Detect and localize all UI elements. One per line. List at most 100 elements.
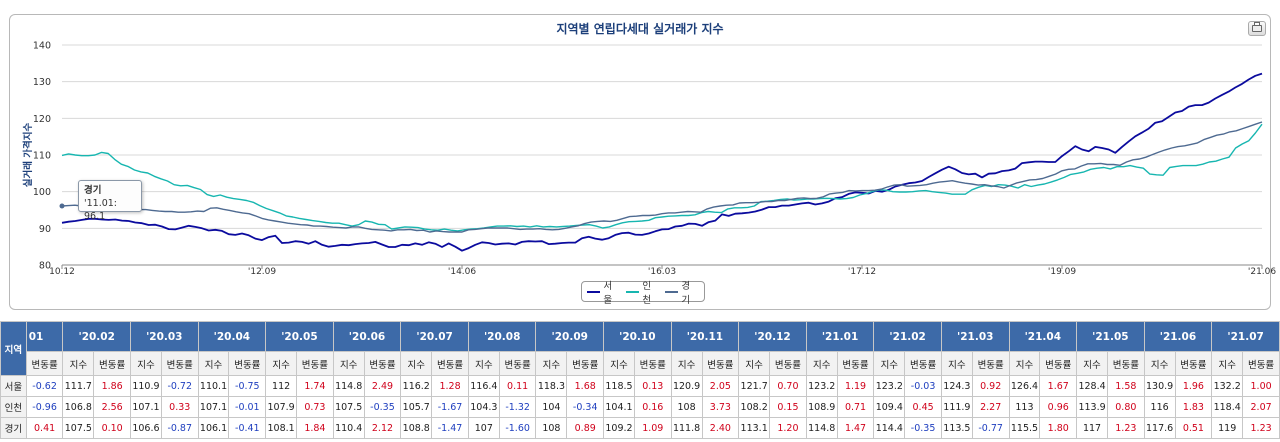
x-tick-label: '17.12: [848, 267, 876, 277]
change-cell: -0.87: [160, 417, 199, 439]
index-cell: 104.3: [467, 396, 500, 418]
index-cell: 118.5: [603, 375, 635, 397]
change-header: 변동률: [25, 351, 64, 376]
index-cell: 116.2: [400, 375, 433, 397]
index-cell: 120.9: [670, 375, 703, 397]
tooltip-text: '11.01: 96.1: [84, 198, 118, 222]
change-header: 변동률: [701, 351, 740, 376]
change-cell: 1.68: [566, 375, 605, 397]
chart-tooltip: 경기 '11.01: 96.1: [78, 180, 142, 222]
change-cell: -0.41: [228, 417, 267, 439]
month-header: '20.03: [130, 321, 199, 352]
change-cell: 1.28: [431, 375, 469, 397]
index-cell: 108.9: [805, 396, 838, 418]
series-line-2: [61, 123, 1263, 232]
x-tick-label: '12.09: [248, 267, 277, 277]
index-cell: 107: [467, 417, 500, 439]
tooltip-marker: [59, 203, 65, 209]
index-cell: 107.5: [62, 417, 95, 439]
change-cell: 2.12: [363, 417, 402, 439]
change-cell: 0.80: [1107, 396, 1145, 418]
change-header: 변동률: [228, 351, 267, 376]
index-cell: 104.1: [603, 396, 635, 418]
change-cell: -0.96: [25, 396, 64, 418]
month-header: '20.10: [603, 321, 672, 352]
legend-swatch: [665, 290, 679, 293]
month-header: '21.04: [1008, 321, 1078, 352]
change-header: 변동률: [363, 351, 402, 376]
month-header: '21.06: [1143, 321, 1213, 352]
change-cell: 1.47: [836, 417, 875, 439]
change-cell: 0.45: [904, 396, 942, 418]
change-cell: -1.60: [498, 417, 537, 439]
change-cell: -0.35: [363, 396, 402, 418]
change-cell: -0.75: [228, 375, 267, 397]
change-cell: 1.23: [1107, 417, 1145, 439]
month-header: '20.09: [535, 321, 605, 352]
index-cell: 123.2: [805, 375, 838, 397]
x-tick-label: '21.06: [1248, 267, 1277, 277]
y-tick-label: 130: [33, 77, 51, 88]
table-row: 인천 -0.96 106.8 2.56 107.1 0.33 107.1 -0.01 107.9…: [0, 396, 1280, 418]
index-header: 지수: [130, 351, 162, 376]
index-cell: 118.4: [1211, 396, 1244, 418]
index-cell: 130.9: [1143, 375, 1176, 397]
change-cell: -0.62: [25, 375, 64, 397]
change-cell: 0.13: [633, 375, 672, 397]
y-tick-label: 100: [33, 187, 51, 198]
index-header: 지수: [400, 351, 433, 376]
index-cell: 132.2: [1211, 375, 1244, 397]
change-cell: 0.10: [93, 417, 131, 439]
change-header: 변동률: [633, 351, 672, 376]
change-cell: 1.19: [836, 375, 875, 397]
region-cell: 경기: [0, 417, 27, 439]
index-cell: 109.4: [873, 396, 906, 418]
index-header: 지수: [467, 351, 500, 376]
region-cell: 서울: [0, 375, 27, 397]
index-cell: 112: [265, 375, 298, 397]
month-header: '20.06: [332, 321, 402, 352]
index-cell: 118.3: [535, 375, 568, 397]
index-cell: 114.8: [332, 375, 365, 397]
index-cell: 128.4: [1076, 375, 1108, 397]
x-tick-label: '14.06: [448, 267, 477, 277]
line-chart: 80 90 100 110 120 130 140 10.12 '12.09 '14.06 '16.…: [22, 21, 1277, 277]
change-cell: 0.70: [769, 375, 807, 397]
index-cell: 106.1: [197, 417, 230, 439]
change-cell: 0.92: [971, 375, 1010, 397]
change-cell: -0.34: [566, 396, 605, 418]
change-cell: -1.32: [498, 396, 537, 418]
printer-icon[interactable]: [1248, 21, 1266, 36]
index-header: 지수: [197, 351, 230, 376]
legend-item-1[interactable]: 서울: [587, 278, 618, 306]
month-header: '20.04: [197, 321, 267, 352]
change-header: 변동률: [431, 351, 469, 376]
index-header: 지수: [535, 351, 568, 376]
change-cell: 1.74: [296, 375, 334, 397]
change-header: 변동률: [769, 351, 807, 376]
index-cell: 107.1: [197, 396, 230, 418]
index-cell: 107.5: [332, 396, 365, 418]
legend-label: 서울: [603, 280, 613, 306]
change-header: 변동률: [1174, 351, 1213, 376]
series-line-1: [61, 72, 1263, 252]
change-cell: 1.67: [1039, 375, 1078, 397]
index-cell: 116.4: [467, 375, 500, 397]
index-cell: 108: [535, 417, 568, 439]
month-header: '21.02: [873, 321, 942, 352]
change-cell: 3.73: [701, 396, 740, 418]
index-cell: 114.8: [805, 417, 838, 439]
month-header: '21.05: [1076, 321, 1145, 352]
y-tick-label: 90: [39, 224, 51, 235]
change-cell: -0.35: [904, 417, 942, 439]
legend-item-3[interactable]: 경기: [665, 278, 696, 306]
table-row: 경기 0.41 107.5 0.10 106.6 -0.87 106.1 -0.41 108.1…: [0, 417, 1280, 439]
index-header: 지수: [265, 351, 298, 376]
change-header: 변동률: [836, 351, 875, 376]
change-cell: 2.27: [971, 396, 1010, 418]
change-cell: 1.58: [1107, 375, 1145, 397]
chart-legend: 서울 인천 경기: [581, 281, 705, 306]
legend-item-2[interactable]: 인천: [626, 278, 657, 306]
change-header: 변동률: [160, 351, 199, 376]
index-table: 지역 01'20.02'20.03'20.04'20.05'20.06'20.07…: [0, 321, 1280, 439]
